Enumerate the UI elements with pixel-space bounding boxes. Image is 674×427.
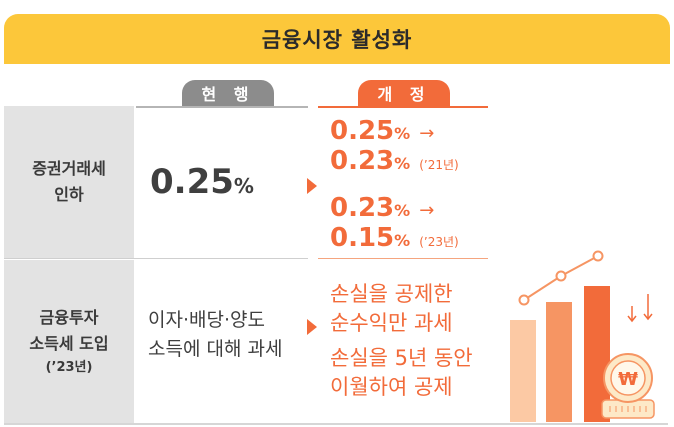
row-divider-revised <box>318 258 488 259</box>
chart-bar <box>510 320 536 422</box>
rate-year: (’21년) <box>419 158 459 172</box>
revised-description-line: 순수익만 과세 <box>330 311 453 335</box>
description-line: 소득에 대해 과세 <box>148 338 283 360</box>
rate-unit: % <box>394 154 411 173</box>
revised-rate-step: 0.23% → <box>330 193 434 226</box>
trend-point <box>555 270 567 282</box>
trend-point <box>592 250 604 262</box>
description-line: 이자·배당·양도 <box>148 309 265 331</box>
rate-value: 0.15 <box>330 223 395 253</box>
trend-point <box>518 294 530 306</box>
column-header-revised: 개 정 <box>358 80 450 106</box>
current-rate-unit: % <box>233 174 254 198</box>
category-line: 인하 <box>54 185 84 204</box>
revised-rate-step: 0.23% (’21년) <box>330 146 459 180</box>
category-column <box>4 106 134 423</box>
revised-description-line: 손실을 5년 동안 <box>330 346 473 370</box>
revised-rate-step: 0.25% → <box>330 116 434 149</box>
rate-value: 0.25 <box>330 116 395 146</box>
rate-unit: % <box>394 231 411 250</box>
category-line: 금융투자 <box>39 307 99 327</box>
current-rate: 0.25% <box>150 162 254 202</box>
rate-value: 0.23 <box>330 146 395 176</box>
title-banner: 금융시장 활성화 <box>4 14 670 64</box>
page-title: 금융시장 활성화 <box>261 28 413 52</box>
header-underline-revised <box>318 106 488 108</box>
rate-unit: % <box>394 124 411 143</box>
arrow-right-icon <box>307 319 317 335</box>
category-separator <box>4 258 134 260</box>
column-header-current: 현 행 <box>182 80 274 106</box>
category-year: (’23년) <box>45 359 93 375</box>
arrow-icon: → <box>419 200 435 221</box>
coin-symbol: ₩ <box>618 369 638 390</box>
category-financial-investment-tax: 금융투자 소득세 도입 (’23년) <box>4 260 134 423</box>
revised-description-line: 손실을 공제한 <box>330 282 453 306</box>
table-bottom-rule <box>4 423 668 425</box>
chart-bar <box>546 302 572 422</box>
arrow-right-icon <box>307 178 317 194</box>
arrow-icon: → <box>419 123 435 144</box>
category-line: 소득세 도입 <box>29 333 109 353</box>
rising-chart-coin-illustration: ₩ <box>510 250 655 422</box>
row-divider <box>4 258 308 259</box>
revised-rate-step: 0.15% (’23년) <box>330 223 459 257</box>
rate-unit: % <box>394 201 411 220</box>
current-tax-description: 이자·배당·양도 소득에 대해 과세 <box>148 306 282 364</box>
rate-value: 0.23 <box>330 193 395 223</box>
category-securities-tax: 증권거래세 인하 <box>4 106 134 258</box>
header-underline-current <box>136 106 308 108</box>
rate-year: (’23년) <box>419 235 459 249</box>
current-rate-value: 0.25 <box>150 162 234 202</box>
revised-description-line: 이월하여 공제 <box>330 375 453 399</box>
category-line: 증권거래세 <box>32 159 106 178</box>
